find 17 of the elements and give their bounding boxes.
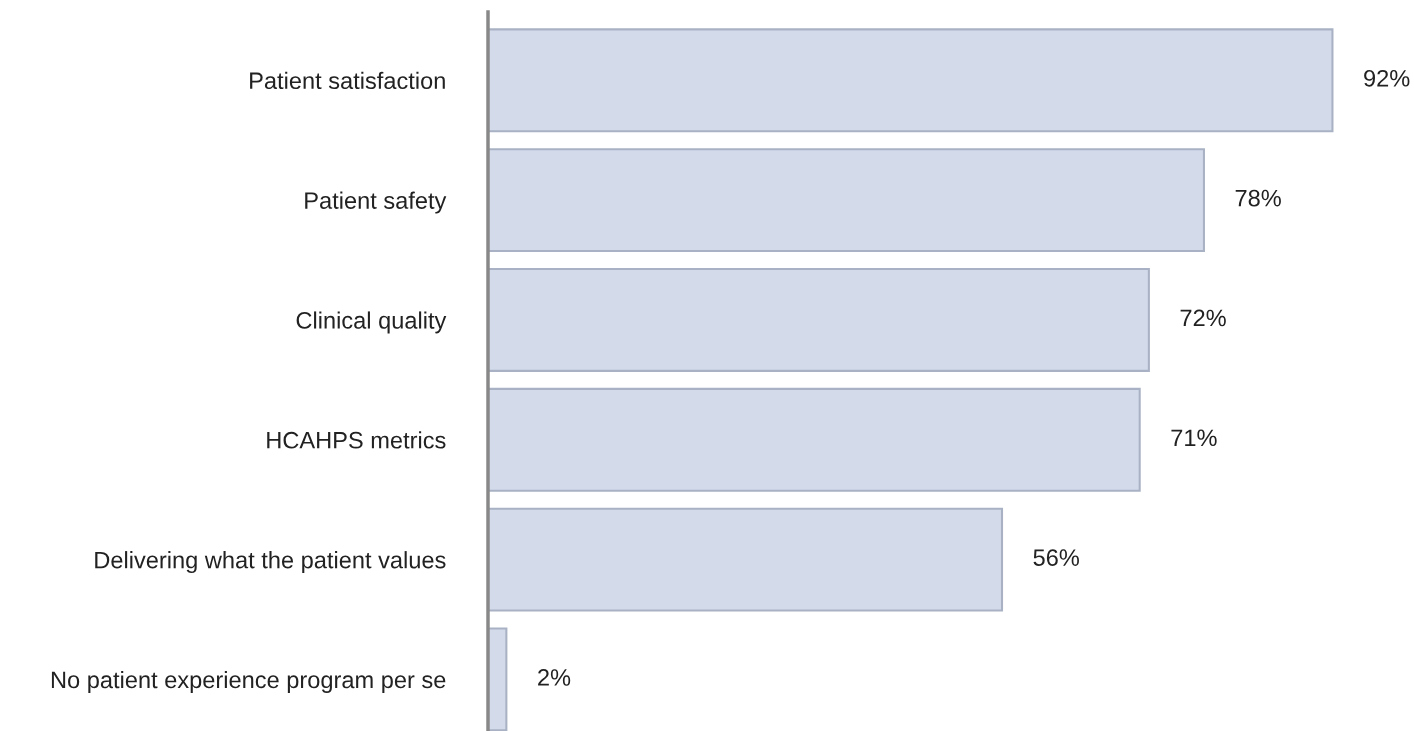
y-tick-label: HCAHPS metrics (267, 431, 446, 449)
bar (488, 148, 1205, 253)
data-label: 71% (1171, 429, 1217, 447)
data-label: 78% (1235, 189, 1281, 207)
bar (488, 268, 1150, 372)
data-label: 92% (1364, 69, 1410, 87)
bar (488, 387, 1141, 492)
bar (488, 28, 1334, 133)
y-tick-label: Patient satisfaction (250, 71, 445, 90)
y-tick-label: Delivering what the patient values (95, 551, 446, 574)
data-label: 72% (1180, 309, 1226, 327)
y-tick-label: Patient safety (305, 191, 447, 214)
bar (488, 507, 1004, 612)
data-label: 56% (1033, 549, 1079, 566)
y-tick-label: No patient experience program per se (51, 670, 446, 693)
data-label: 2% (538, 669, 571, 686)
y-tick-label: Clinical quality (296, 311, 447, 334)
